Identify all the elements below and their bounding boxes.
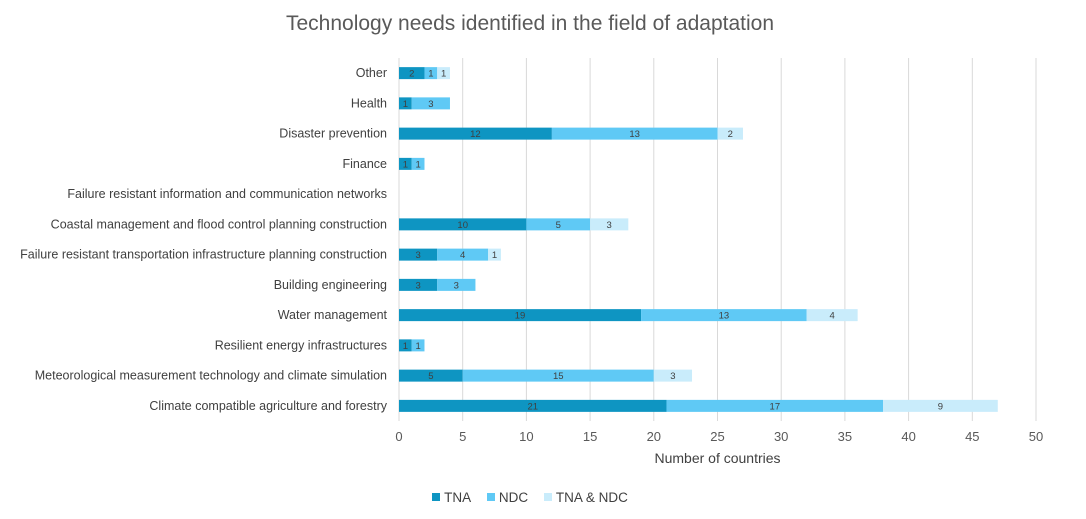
bar-segment bbox=[462, 369, 654, 382]
data-label: 5 bbox=[556, 220, 561, 231]
bar-segment bbox=[666, 399, 884, 412]
category-label: Building engineering bbox=[274, 278, 387, 292]
x-tick-label: 15 bbox=[583, 429, 597, 444]
category-label: Water management bbox=[278, 308, 388, 322]
x-tick-label: 10 bbox=[519, 429, 533, 444]
data-label: 19 bbox=[515, 311, 526, 322]
category-label: Climate compatible agriculture and fores… bbox=[149, 399, 387, 413]
legend-item-tna-ndc: TNA & NDC bbox=[543, 489, 628, 505]
data-label: 1 bbox=[441, 69, 446, 80]
chart-title: Technology needs identified in the field… bbox=[285, 12, 775, 35]
legend: TNA NDC TNA & NDC bbox=[0, 489, 1060, 505]
data-label: 1 bbox=[428, 69, 433, 80]
bar-segment bbox=[551, 127, 718, 140]
x-tick-label: 0 bbox=[395, 429, 402, 444]
bar-segment bbox=[717, 127, 743, 140]
bar-segment bbox=[641, 309, 807, 322]
bar-segment bbox=[526, 218, 591, 231]
bar-segment bbox=[437, 67, 450, 80]
data-label: 21 bbox=[527, 401, 538, 412]
data-label: 1 bbox=[403, 99, 408, 110]
category-labels: Other Health Disaster prevention Finance Fai… bbox=[20, 66, 388, 413]
bar-segment bbox=[399, 127, 552, 140]
x-tick-label: 40 bbox=[901, 429, 915, 444]
data-label: 13 bbox=[629, 129, 640, 140]
bar-segment bbox=[399, 278, 438, 291]
category-label: Failure resistant transportation infrast… bbox=[20, 248, 387, 262]
category-label: Disaster prevention bbox=[279, 127, 387, 141]
data-label: 10 bbox=[457, 220, 468, 231]
data-label: 2 bbox=[728, 129, 733, 140]
x-tick-label: 30 bbox=[774, 429, 788, 444]
x-tick-label: 5 bbox=[459, 429, 466, 444]
legend-item-ndc: NDC bbox=[486, 489, 529, 505]
bar-segment bbox=[437, 248, 489, 261]
data-label: 1 bbox=[492, 250, 497, 261]
data-label: 12 bbox=[470, 129, 481, 140]
bar-segment bbox=[399, 369, 463, 382]
category-label: Coastal management and flood control pla… bbox=[51, 217, 387, 231]
data-label: 15 bbox=[553, 371, 564, 382]
category-label: Finance bbox=[343, 157, 388, 171]
bar-segment bbox=[437, 278, 476, 291]
data-label: 13 bbox=[719, 311, 730, 322]
bar-segment bbox=[411, 339, 425, 352]
category-label: Resilient energy infrastructures bbox=[215, 338, 387, 352]
legend-swatch-ndc bbox=[486, 493, 495, 501]
data-label: 3 bbox=[428, 99, 433, 110]
data-label: 4 bbox=[830, 311, 835, 322]
bar-segment bbox=[399, 67, 425, 80]
legend-label-tna-ndc: TNA & NDC bbox=[555, 489, 628, 505]
bar-segment bbox=[399, 339, 412, 352]
x-tick-labels: 0 5 10 15 20 25 30 35 40 45 50 bbox=[395, 429, 1043, 444]
bar-segment bbox=[424, 67, 438, 80]
bar-segment bbox=[411, 157, 425, 170]
data-label: 1 bbox=[415, 341, 420, 352]
x-tick-label: 20 bbox=[647, 429, 661, 444]
bar-segment bbox=[806, 309, 858, 322]
bar-segment bbox=[653, 369, 693, 382]
x-tick-label: 35 bbox=[838, 429, 852, 444]
legend-swatch-tna-ndc bbox=[543, 493, 552, 501]
bar-segment bbox=[399, 309, 642, 322]
bar-segment bbox=[411, 97, 450, 110]
bars: 2 1 11 312 13 21 110 5 33 4 13 319 13 41 15 15 321 17 9 bbox=[399, 67, 998, 412]
data-label: 1 bbox=[403, 159, 408, 170]
bar-segment bbox=[399, 218, 527, 231]
data-label: 5 bbox=[428, 371, 433, 382]
category-label: Failure resistant information and commun… bbox=[67, 187, 387, 201]
bar-segment bbox=[399, 399, 667, 412]
data-label: 4 bbox=[460, 250, 465, 261]
category-label: Other bbox=[356, 66, 387, 80]
x-tick-label: 45 bbox=[965, 429, 979, 444]
bar-segment bbox=[399, 97, 412, 110]
data-label: 3 bbox=[607, 220, 612, 231]
legend-item-tna: TNA bbox=[432, 490, 471, 505]
bar-segment bbox=[488, 248, 501, 261]
bar-segment bbox=[399, 248, 438, 261]
data-label: 3 bbox=[670, 371, 675, 382]
grid-lines bbox=[398, 58, 1037, 421]
legend-label-tna: TNA bbox=[444, 489, 472, 505]
data-label: 9 bbox=[938, 401, 943, 412]
category-label: Health bbox=[351, 96, 387, 110]
data-label: 17 bbox=[770, 401, 781, 412]
bar-segment bbox=[590, 218, 629, 231]
data-label: 1 bbox=[403, 341, 408, 352]
data-label: 3 bbox=[415, 250, 420, 261]
data-label: 3 bbox=[454, 280, 459, 291]
legend-label-ndc: NDC bbox=[498, 489, 529, 505]
bar-segment bbox=[883, 399, 998, 412]
data-label: 1 bbox=[415, 159, 420, 170]
data-label: 2 bbox=[409, 69, 414, 80]
bar-segment bbox=[399, 157, 412, 170]
x-tick-label: 50 bbox=[1029, 429, 1043, 444]
category-label: Meteorological measurement technology an… bbox=[35, 369, 387, 383]
x-axis-title: Number of countries bbox=[654, 450, 780, 466]
legend-swatch-tna bbox=[432, 493, 441, 501]
x-tick-label: 25 bbox=[710, 429, 724, 444]
data-label: 3 bbox=[415, 280, 420, 291]
